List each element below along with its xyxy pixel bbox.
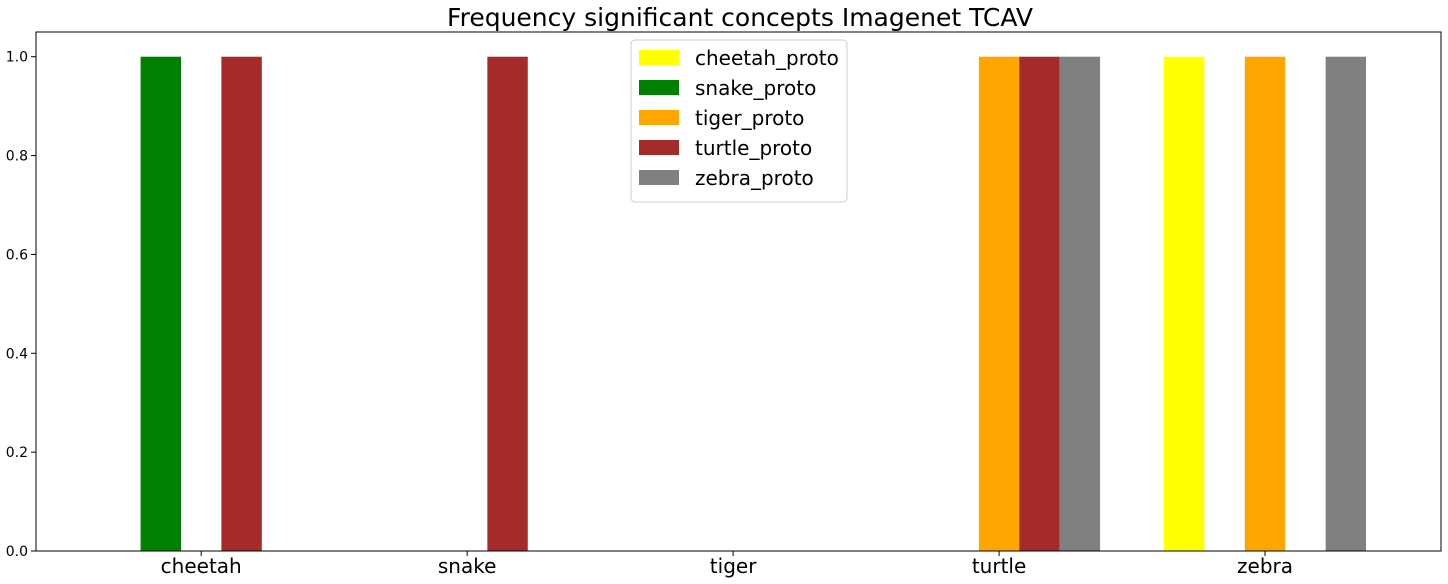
legend-label-cheetah_proto: cheetah_proto <box>695 46 839 70</box>
bar-zebra_proto-turtle <box>1059 56 1101 552</box>
legend-label-tiger_proto: tiger_proto <box>695 106 804 130</box>
x-tick-label-snake: snake <box>438 554 497 578</box>
y-axis: 0.0 0.2 0.4 0.6 0.8 1.0 <box>6 50 36 560</box>
x-axis: cheetah snake tiger turtle zebra <box>161 551 1293 578</box>
legend-swatch-tiger_proto <box>639 110 679 125</box>
bar-turtle_proto-turtle <box>1019 56 1060 552</box>
bar-cheetah_proto-zebra <box>1164 56 1205 552</box>
legend-swatch-cheetah_proto <box>639 50 679 65</box>
y-tick-label: 0.0 <box>6 544 28 560</box>
x-tick-label-cheetah: cheetah <box>161 554 242 578</box>
bar-zebra_proto-zebra <box>1325 56 1367 552</box>
bar-snake_proto-cheetah <box>140 56 181 552</box>
bars-layer <box>140 56 1367 552</box>
bar-tiger_proto-zebra <box>1244 56 1286 552</box>
y-tick-label: 1.0 <box>6 50 28 66</box>
legend-label-zebra_proto: zebra_proto <box>695 166 814 190</box>
chart-title: Frequency significant concepts Imagenet … <box>447 3 1033 32</box>
legend-box <box>630 39 848 203</box>
y-tick-label: 0.2 <box>6 445 28 461</box>
x-tick-label-tiger: tiger <box>710 554 757 578</box>
x-tick-label-turtle: turtle <box>972 554 1026 578</box>
bar-tiger_proto-turtle <box>978 56 1020 552</box>
bar-turtle_proto-cheetah <box>221 56 262 552</box>
y-tick-label: 0.6 <box>6 247 28 263</box>
plot-frame <box>35 31 1442 552</box>
legend-label-snake_proto: snake_proto <box>695 76 816 100</box>
bar-turtle_proto-snake <box>487 56 528 552</box>
legend-label-turtle_proto: turtle_proto <box>695 136 812 160</box>
x-tick-label-zebra: zebra <box>1237 554 1293 578</box>
legend-swatch-turtle_proto <box>639 140 679 155</box>
legend-swatch-snake_proto <box>639 80 679 95</box>
legend-swatch-zebra_proto <box>639 170 679 185</box>
y-tick-label: 0.4 <box>6 346 28 362</box>
y-tick-label: 0.8 <box>6 149 28 165</box>
legend: cheetah_proto snake_proto tiger_prototurtl… <box>630 39 848 203</box>
